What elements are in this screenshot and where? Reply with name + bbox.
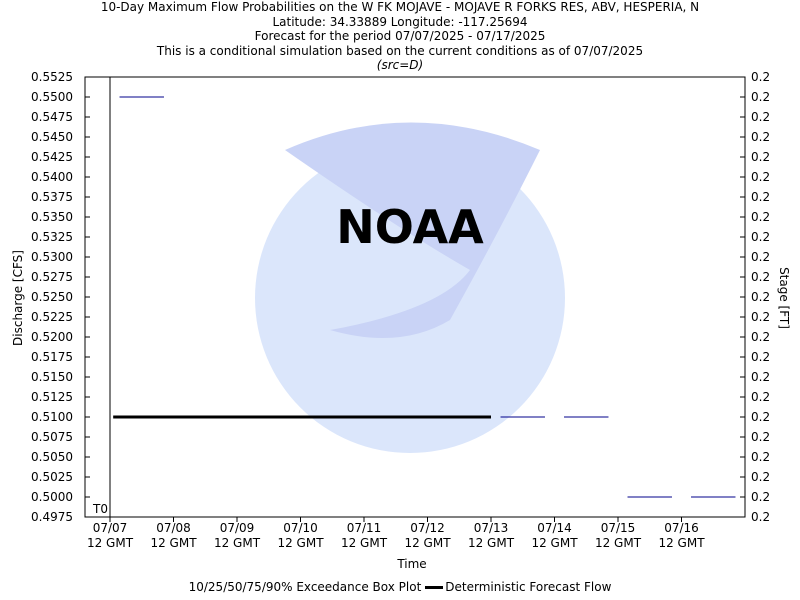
x-tick-label-date: 07/08: [156, 521, 191, 535]
y-right-tick-label: 0.2: [751, 130, 770, 144]
y-right-tick-label: 0.2: [751, 330, 770, 344]
x-tick-label-time: 12 GMT: [277, 536, 324, 550]
y-tick-label: 0.5375: [31, 190, 73, 204]
y-tick-label: 0.4975: [31, 510, 73, 524]
y-tick-label: 0.5275: [31, 270, 73, 284]
x-tick-label-time: 12 GMT: [531, 536, 578, 550]
y-right-tick-label: 0.2: [751, 170, 770, 184]
y-tick-label: 0.5100: [31, 410, 73, 424]
legend-swatch-deterministic: [425, 586, 444, 589]
chart-subtitle-period: Forecast for the period 07/07/2025 - 07/…: [254, 29, 546, 43]
x-tick-label-date: 07/07: [93, 521, 128, 535]
x-tick-label-time: 12 GMT: [87, 536, 134, 550]
noaa-logo: NOAA: [255, 122, 565, 453]
x-tick-label-time: 12 GMT: [214, 536, 261, 550]
y-right-tick-label: 0.2: [751, 150, 770, 164]
x-tick-label-date: 07/13: [474, 521, 509, 535]
y-tick-label: 0.5000: [31, 490, 73, 504]
y-axis-label: Discharge [CFS]: [11, 250, 25, 346]
noaa-logo-text: NOAA: [336, 200, 484, 254]
y-tick-label: 0.5500: [31, 90, 73, 104]
chart-subtitle-source: (src=D): [376, 58, 424, 72]
y-right-tick-label: 0.2: [751, 350, 770, 364]
chart-subtitle-conditions: This is a conditional simulation based o…: [156, 43, 644, 58]
y-tick-label: 0.5250: [31, 290, 73, 304]
chart-titles: 10-Day Maximum Flow Probabilities on the…: [0, 0, 800, 73]
x-tick-label-time: 12 GMT: [595, 536, 642, 550]
y-right-tick-label: 0.2: [751, 230, 770, 244]
y-tick-label: 0.5175: [31, 350, 73, 364]
y-tick-label: 0.5125: [31, 390, 73, 404]
y-right-tick-label: 0.2: [751, 90, 770, 104]
x-tick-label-date: 07/11: [347, 521, 382, 535]
y-tick-label: 0.5200: [31, 330, 73, 344]
y-tick-label: 0.5350: [31, 210, 73, 224]
y-axis-left-ticks: 0.4975 0.5000 0.5025 0.5050 0.5075 0.5100 0.51…: [31, 70, 90, 524]
x-tick-label-time: 12 GMT: [341, 536, 388, 550]
y-axis-right-label: Stage [FT]: [777, 267, 791, 329]
noaa-logo-bird: [285, 122, 540, 338]
y-right-tick-label: 0.2: [751, 470, 770, 484]
x-tick-label-date: 07/10: [283, 521, 318, 535]
y-axis-right-ticks: 0.2 0.2 0.2 0.2 0.2 0.2 0.2 0.2 0.2 0.2 0.2 0.2 0.2 0…: [740, 70, 770, 524]
y-right-tick-label: 0.2: [751, 310, 770, 324]
legend-item-exceedance: 10/25/50/75/90% Exceedance Box Plot: [188, 580, 422, 594]
x-tick-label-date: 07/12: [410, 521, 445, 535]
y-tick-label: 0.5475: [31, 110, 73, 124]
y-tick-label: 0.5450: [31, 130, 73, 144]
y-right-tick-label: 0.2: [751, 390, 770, 404]
y-right-tick-label: 0.2: [751, 70, 770, 84]
y-right-tick-label: 0.2: [751, 490, 770, 504]
y-right-tick-label: 0.2: [751, 270, 770, 284]
t0-label: T0: [92, 502, 108, 516]
x-tick-label-date: 07/16: [664, 521, 699, 535]
series-layer: [113, 96, 736, 498]
y-right-tick-label: 0.2: [751, 450, 770, 464]
y-tick-label: 0.5400: [31, 170, 73, 184]
y-right-tick-label: 0.2: [751, 190, 770, 204]
y-right-tick-label: 0.2: [751, 510, 770, 524]
y-right-tick-label: 0.2: [751, 410, 770, 424]
x-tick-label-date: 07/09: [220, 521, 255, 535]
y-tick-label: 0.5300: [31, 250, 73, 264]
x-axis-label: Time: [396, 557, 426, 571]
x-tick-label-time: 12 GMT: [404, 536, 451, 550]
chart-subtitle-location: Latitude: 34.33889 Longitude: -117.25694: [272, 14, 528, 29]
x-tick-label-time: 12 GMT: [150, 536, 197, 550]
x-tick-label-date: 07/14: [537, 521, 572, 535]
y-tick-label: 0.5325: [31, 230, 73, 244]
y-tick-label: 0.5150: [31, 370, 73, 384]
y-right-tick-label: 0.2: [751, 250, 770, 264]
y-tick-label: 0.5225: [31, 310, 73, 324]
y-right-tick-label: 0.2: [751, 290, 770, 304]
y-tick-label: 0.5525: [31, 70, 73, 84]
chart-title: 10-Day Maximum Flow Probabilities on the…: [100, 0, 700, 14]
y-tick-label: 0.5025: [31, 470, 73, 484]
y-tick-label: 0.5050: [31, 450, 73, 464]
y-right-tick-label: 0.2: [751, 210, 770, 224]
x-tick-label-time: 12 GMT: [468, 536, 515, 550]
y-right-tick-label: 0.2: [751, 370, 770, 384]
y-tick-label: 0.5075: [31, 430, 73, 444]
y-right-tick-label: 0.2: [751, 110, 770, 124]
legend-item-deterministic: Deterministic Forecast Flow: [445, 580, 612, 594]
chart-legend: 10/25/50/75/90% Exceedance Box Plot Deter…: [0, 580, 800, 594]
y-tick-label: 0.5425: [31, 150, 73, 164]
x-tick-label-date: 07/15: [601, 521, 636, 535]
y-right-tick-label: 0.2: [751, 430, 770, 444]
x-tick-label-time: 12 GMT: [658, 536, 705, 550]
